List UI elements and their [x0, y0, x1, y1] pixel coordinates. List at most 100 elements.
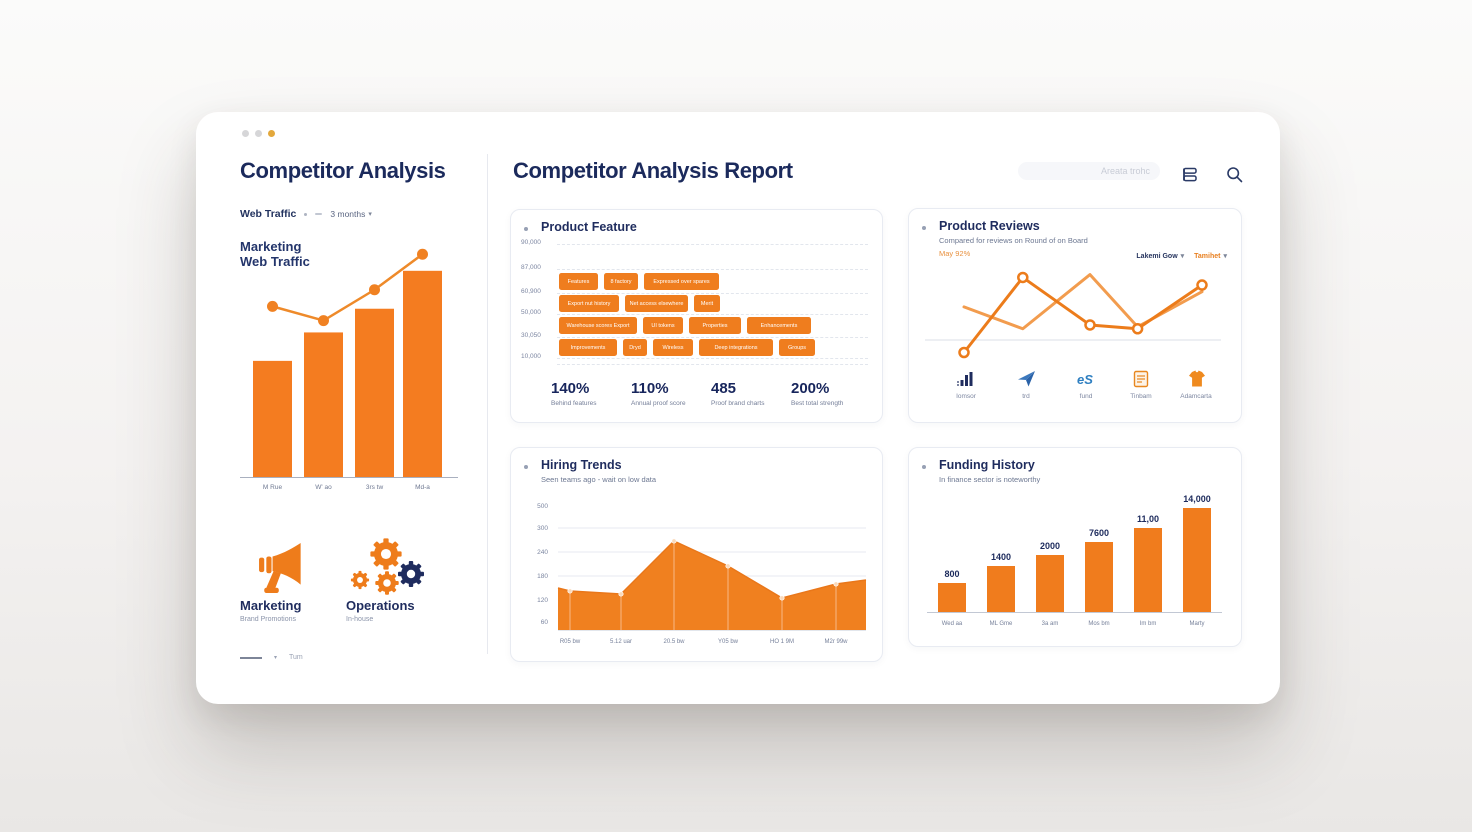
feature-chip: Features [559, 273, 598, 290]
source-item[interactable] [956, 369, 976, 394]
window-dot[interactable] [268, 130, 275, 137]
source-item[interactable] [1186, 369, 1206, 394]
feature-chip: Expressed over spares [644, 273, 719, 290]
window-dot[interactable] [242, 130, 249, 137]
panel-note: May 92% [939, 249, 971, 258]
window-controls [242, 130, 275, 137]
feature-chip: Wireless [653, 339, 693, 356]
source-label: Iomsor [956, 393, 976, 400]
panel-product-feature: Product Feature 90,000 87,000 60,900 50,000… [510, 209, 883, 423]
traffic-bar [304, 332, 343, 477]
grid-line [557, 269, 868, 270]
chart-title-line1: Marketing [240, 239, 302, 254]
traffic-combo-chart: M Rue W' ao 3rs tw Md-a [240, 248, 458, 491]
panel-bullet-icon [922, 465, 926, 469]
traffic-bar [355, 308, 394, 477]
feature-chip: Improvements [559, 339, 617, 356]
window-dot[interactable] [255, 130, 262, 137]
panel-bullet-icon [524, 465, 528, 469]
x-axis-label: 20.5 bw [663, 639, 685, 645]
panel-funding-history: Funding History In finance sector is not… [908, 447, 1242, 647]
bar-value-label: 1400 [991, 552, 1011, 562]
panel-title: Product Reviews [939, 219, 1040, 233]
gear-hole [357, 577, 363, 583]
panel-hiring-trends: Hiring Trends Seen teams ago - wait on l… [510, 447, 883, 662]
footer-divider [240, 656, 262, 659]
stat-label: Proof brand charts [711, 400, 765, 407]
panel-title: Product Feature [541, 220, 637, 234]
bar-value-label: 14,000 [1183, 494, 1211, 504]
megaphone-icon [259, 543, 301, 593]
x-axis-label: Y05 bw [718, 639, 739, 645]
legend-item[interactable]: Lakemi Gow ▾ [1136, 252, 1185, 261]
panel-title: Hiring Trends [541, 458, 622, 472]
source-item[interactable] [1016, 369, 1036, 394]
tool-operations-caption: In-house [346, 616, 374, 623]
funding-bar [1183, 508, 1211, 612]
traffic-bar [403, 270, 442, 477]
source-item[interactable]: eS [1076, 369, 1096, 394]
stat-value: 200% [791, 380, 830, 397]
traffic-line [272, 253, 424, 322]
stat-value: 110% [631, 380, 669, 397]
panel-product-reviews: Product Reviews Compared for reviews on … [908, 208, 1242, 423]
chevron-down-icon: ▾ [1223, 253, 1227, 260]
y-axis-label: 50,000 [521, 309, 541, 316]
traffic-bar [253, 360, 292, 477]
feature-chip: Dryd [623, 339, 647, 356]
line-marker [1131, 323, 1144, 335]
shirt-icon [1189, 370, 1205, 387]
x-axis-label: 5.12 uar [610, 639, 632, 645]
stat-label: Annual proof score [631, 400, 686, 407]
panel-subtitle: In finance sector is noteworthy [939, 475, 1041, 484]
bar-value-label: 11,00 [1137, 514, 1159, 524]
shirt [1189, 370, 1205, 387]
feature-chip: UI tokens [643, 317, 683, 334]
grid-line [557, 314, 868, 315]
reviews-legend: Lakemi Gow ▾ Tamihet ▾ [1136, 252, 1227, 261]
filter-icon[interactable] [1181, 165, 1201, 185]
line-point [417, 248, 428, 260]
search-icon[interactable] [1225, 165, 1245, 185]
y-axis-label: 500 [537, 503, 548, 510]
document-icon [1133, 370, 1149, 388]
toolbar-hint[interactable]: Areata trohc [1100, 166, 1150, 176]
bar-value-label: 2000 [1040, 541, 1060, 551]
legend-item[interactable]: Tamihet ▾ [1194, 252, 1227, 261]
gear-hole [406, 569, 416, 579]
source-item[interactable] [1131, 369, 1151, 394]
logo-text: eS [1077, 372, 1093, 387]
grid-line [557, 244, 868, 245]
y-axis-label: 120 [537, 597, 548, 604]
y-axis-label: 300 [537, 525, 548, 532]
stat-label: Best total strength [791, 400, 844, 407]
x-axis-label: Mos bm [1088, 621, 1109, 627]
grid-line [557, 358, 868, 359]
area-marker [725, 563, 731, 569]
web-traffic-row: Web Traffic 3 months ▾ [240, 208, 372, 220]
feature-chip: Warehouse scores Export [559, 317, 637, 334]
grid-line [557, 293, 868, 294]
chart-title-line2: Web Traffic [240, 254, 310, 269]
area-marker [567, 588, 573, 594]
area-marker [618, 591, 624, 597]
mini-dash-icon[interactable] [315, 213, 323, 215]
feature-chip: Properties [689, 317, 741, 334]
range-dropdown[interactable]: 3 months ▾ [330, 209, 371, 219]
x-axis-label: 3rs tw [366, 484, 384, 491]
range-value: 3 months [330, 209, 366, 219]
app-window: Competitor Analysis Web Traffic 3 months… [196, 112, 1280, 704]
chevron-down-icon: ▾ [1180, 253, 1185, 260]
reviews-line-chart [925, 271, 1221, 359]
line-marker [958, 346, 970, 359]
baseline [557, 364, 868, 365]
dot [957, 384, 959, 386]
feature-chip: Enhancements [747, 317, 811, 334]
sidebar-divider [487, 154, 488, 654]
area-marker [671, 538, 677, 544]
mini-dot-icon[interactable] [304, 212, 308, 216]
funding-bar-chart: 800 Wed aa 1400 ML Gme 2000 3a am 7600 Mos bm 11… [927, 494, 1222, 627]
area-fill [558, 541, 866, 630]
source-label: trd [1022, 393, 1030, 400]
feature-chip: Net access elsewhere [625, 295, 688, 312]
